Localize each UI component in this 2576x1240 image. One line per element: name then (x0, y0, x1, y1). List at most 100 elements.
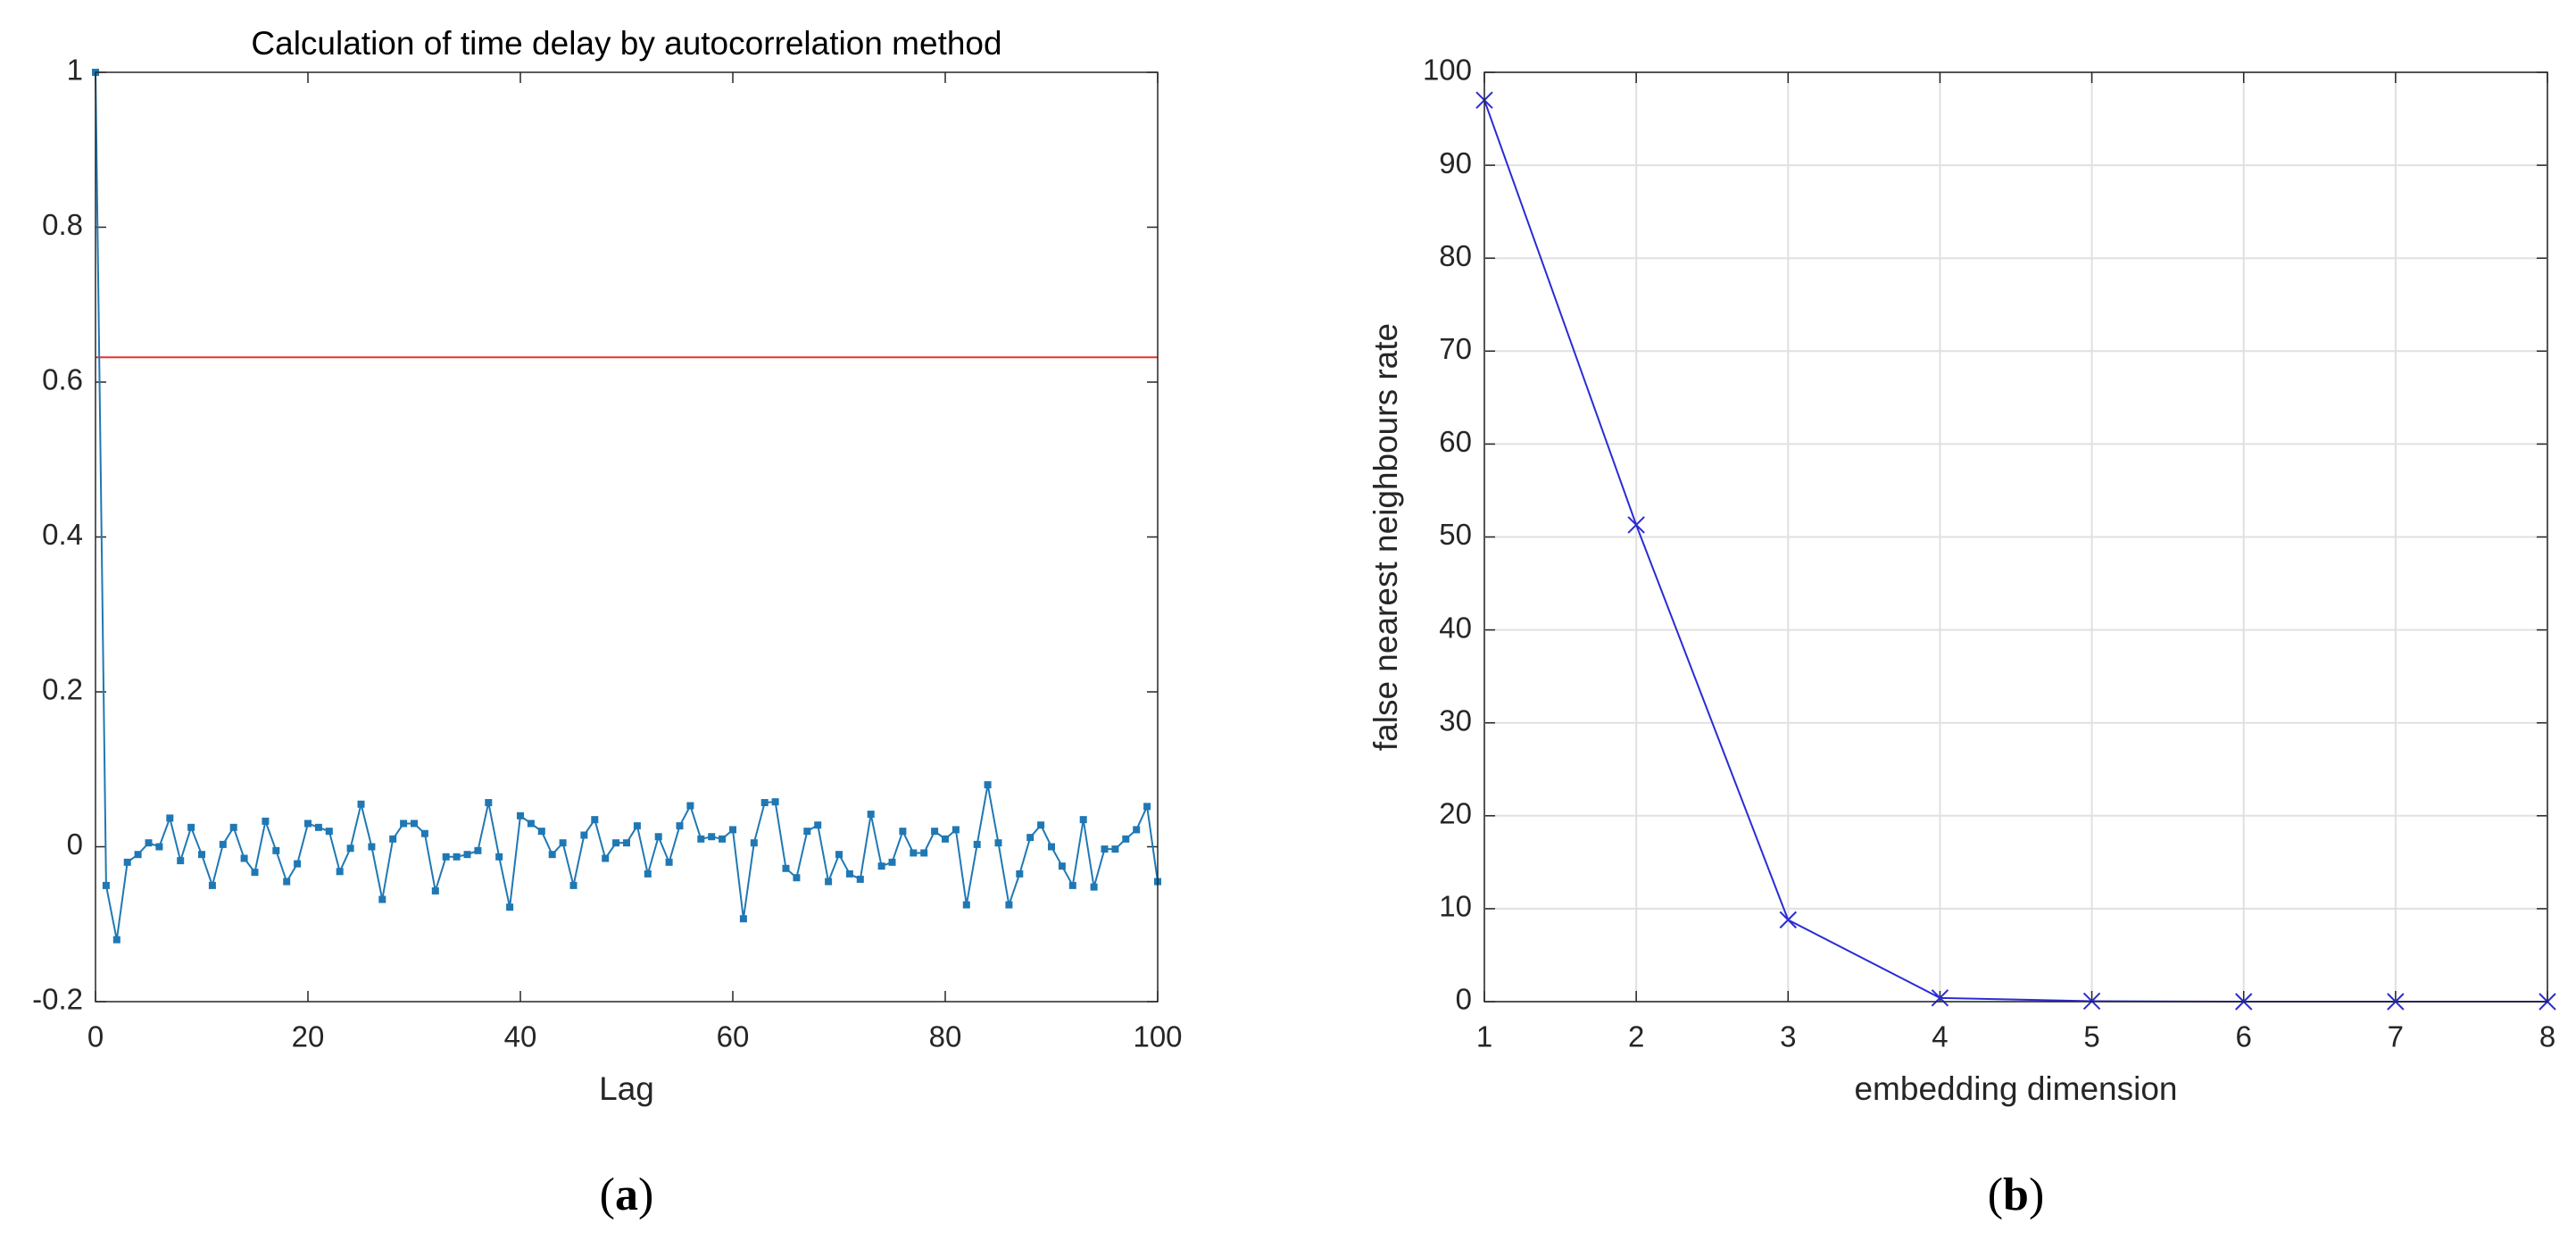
marker (867, 811, 875, 819)
y-tick-label: 0 (1456, 983, 1472, 1016)
marker (272, 846, 280, 854)
chart-title: Calculation of time delay by autocorrela… (251, 25, 1001, 62)
marker (400, 820, 408, 828)
marker (420, 829, 428, 837)
marker (951, 826, 960, 834)
marker (877, 862, 885, 870)
marker (1058, 862, 1066, 870)
marker (134, 851, 142, 859)
caption-letter: a (615, 1169, 638, 1220)
y-tick-label: 20 (1439, 797, 1472, 830)
marker (803, 828, 811, 836)
marker (910, 849, 918, 857)
marker (378, 895, 386, 903)
marker (612, 839, 620, 847)
marker (177, 857, 185, 865)
marker (102, 881, 110, 889)
marker (548, 851, 556, 859)
marker (442, 853, 450, 861)
marker (485, 799, 493, 807)
marker (719, 835, 727, 843)
y-tick-label: 0 (67, 828, 83, 861)
marker (1111, 845, 1119, 853)
marker (1122, 835, 1130, 843)
marker (155, 843, 163, 851)
marker (368, 843, 376, 851)
plot-frame (95, 71, 1159, 1003)
marker (856, 875, 864, 883)
y-tick-label: 30 (1439, 703, 1472, 737)
marker (984, 781, 992, 789)
marker (845, 870, 853, 878)
marker (654, 833, 662, 841)
marker (314, 823, 322, 831)
marker (537, 828, 545, 836)
marker (633, 822, 641, 830)
y-tick-label: 60 (1439, 425, 1472, 458)
marker (262, 817, 270, 825)
marker (708, 833, 716, 841)
marker (123, 858, 131, 866)
x-axis-label: embedding dimension (1854, 1070, 2177, 1107)
marker (112, 936, 120, 944)
y-tick-label: -0.2 (32, 983, 83, 1016)
marker (1627, 516, 1645, 534)
marker (973, 840, 981, 848)
marker (888, 858, 896, 866)
marker (187, 823, 195, 831)
marker (994, 839, 1002, 847)
marker (453, 853, 461, 861)
marker (644, 870, 652, 878)
marker (665, 858, 673, 866)
x-tick-label: 8 (2539, 1020, 2555, 1053)
marker (411, 820, 418, 828)
y-tick-label: 40 (1439, 611, 1472, 644)
marker (336, 868, 344, 876)
marker (198, 851, 205, 859)
marker (495, 853, 503, 861)
caption-letter: b (2003, 1169, 2029, 1220)
plot-frame (1483, 71, 2548, 1003)
marker (229, 823, 237, 831)
y-tick-label: 90 (1439, 146, 1472, 179)
marker (527, 820, 535, 828)
marker (825, 878, 833, 886)
marker (166, 814, 174, 822)
y-tick-label: 80 (1439, 239, 1472, 272)
x-tick-label: 40 (504, 1020, 537, 1053)
marker (739, 915, 747, 923)
marker (506, 903, 514, 911)
x-tick-label: 0 (87, 1020, 104, 1053)
x-tick-label: 100 (1133, 1020, 1182, 1053)
marker (602, 854, 610, 862)
marker (357, 800, 365, 808)
marker (729, 826, 736, 834)
marker (219, 840, 227, 848)
marker (623, 839, 630, 847)
y-axis-label: false nearest neighbours rate (1367, 323, 1404, 751)
x-tick-label: 1 (1476, 1020, 1492, 1053)
marker (240, 854, 248, 862)
marker (835, 851, 843, 859)
marker (1048, 843, 1055, 851)
marker (1931, 989, 1949, 1007)
marker (304, 820, 312, 828)
marker (145, 839, 153, 847)
marker (931, 828, 939, 836)
marker (697, 835, 705, 843)
x-tick-label: 4 (1932, 1020, 1948, 1053)
marker (1005, 901, 1013, 909)
marker (676, 822, 684, 830)
y-tick-label: 0.2 (42, 673, 83, 706)
data-line (95, 71, 1159, 940)
y-tick-label: 50 (1439, 518, 1472, 551)
marker (569, 881, 578, 889)
x-tick-label: 7 (2388, 1020, 2404, 1053)
marker (782, 864, 790, 872)
y-tick-label: 0.8 (42, 208, 83, 241)
marker (431, 886, 439, 895)
marker (942, 835, 949, 843)
marker (283, 878, 291, 886)
x-tick-label: 80 (929, 1020, 962, 1053)
